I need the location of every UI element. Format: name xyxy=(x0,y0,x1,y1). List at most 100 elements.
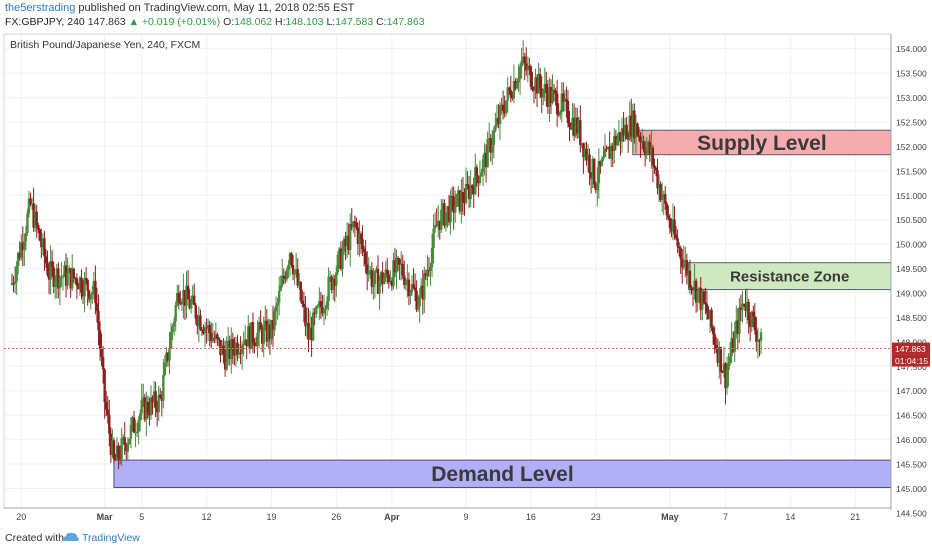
candle-body xyxy=(472,187,475,195)
candle-body xyxy=(376,268,380,294)
candle-body xyxy=(384,269,387,278)
candle-body xyxy=(294,269,298,271)
candle-body xyxy=(103,369,106,403)
candle-body xyxy=(92,280,96,293)
candle-body xyxy=(216,334,219,339)
candle-body xyxy=(704,302,707,305)
candle-body xyxy=(572,117,576,136)
candle-body xyxy=(466,183,469,186)
candle-body xyxy=(508,87,511,91)
candle-body xyxy=(210,333,213,342)
candle-body xyxy=(165,352,168,363)
y-tick-label: 151.000 xyxy=(896,191,927,201)
candle-body xyxy=(197,315,201,327)
candle-body xyxy=(506,87,509,101)
candle-body xyxy=(262,326,265,344)
y-tick-label: 151.500 xyxy=(896,166,927,176)
candle-body xyxy=(574,117,577,136)
author-link[interactable]: the5erstrading xyxy=(5,2,76,14)
candle-body xyxy=(650,147,653,155)
candle-body xyxy=(154,391,157,408)
candle-body xyxy=(89,294,92,300)
candle-body xyxy=(441,203,445,210)
candle-body xyxy=(565,99,568,101)
candle-body xyxy=(705,304,709,313)
candle-body xyxy=(432,228,435,248)
candle-body xyxy=(189,301,193,309)
candle-body xyxy=(183,290,187,306)
candle-body xyxy=(758,340,761,342)
candle-body xyxy=(168,348,171,361)
candle-body xyxy=(324,308,327,310)
candle-body xyxy=(69,268,72,289)
candle-body xyxy=(639,136,642,143)
candle-body xyxy=(375,268,378,271)
candle-body xyxy=(603,148,607,158)
candle-body xyxy=(487,138,491,140)
candle-body xyxy=(738,307,741,335)
chart-area[interactable]: Supply Level Resistance Zone Demand Level … xyxy=(0,30,932,533)
candle-body xyxy=(664,194,667,204)
y-tick-label: 148.500 xyxy=(896,313,927,323)
candle-body xyxy=(81,292,85,297)
candle-body xyxy=(155,407,159,413)
candle-body xyxy=(18,252,21,258)
candle-body xyxy=(250,322,253,349)
candle-body xyxy=(628,115,631,140)
candle-body xyxy=(194,304,197,319)
candle-body xyxy=(474,167,477,195)
candle-body xyxy=(504,100,508,114)
candle-body xyxy=(747,301,750,321)
candle-body xyxy=(586,154,590,161)
candle-body xyxy=(38,229,41,241)
candle-body xyxy=(691,289,695,291)
candle-body xyxy=(728,356,732,364)
candle-body xyxy=(240,345,244,354)
candle-body xyxy=(58,276,62,289)
candle-body xyxy=(367,271,370,275)
candle-body xyxy=(128,438,131,444)
candle-body xyxy=(302,303,306,308)
candle-body xyxy=(301,300,304,304)
candle-body xyxy=(378,280,381,294)
candle-body xyxy=(169,331,173,349)
candle-body xyxy=(443,203,446,226)
candle-body xyxy=(72,268,75,278)
zone-label: Demand Level xyxy=(431,463,573,486)
candle-body xyxy=(172,321,176,327)
candle-body xyxy=(602,157,605,160)
candle-body xyxy=(569,127,573,130)
candle-body xyxy=(369,270,372,272)
candle-body xyxy=(267,324,270,342)
candle-body xyxy=(200,329,204,331)
candle-body xyxy=(559,111,562,115)
candle-body xyxy=(694,280,698,303)
candle-body xyxy=(461,192,465,203)
up-arrow-icon: ▲ xyxy=(128,16,139,28)
candle-body xyxy=(98,329,102,350)
candle-body xyxy=(67,268,71,273)
tradingview-link[interactable]: TradingView xyxy=(82,532,140,544)
candle-body xyxy=(609,145,613,159)
candle-body xyxy=(115,445,119,461)
y-tick-label: 145.000 xyxy=(896,484,927,494)
candle-body xyxy=(105,402,108,410)
candle-body xyxy=(748,320,752,327)
candle-body xyxy=(537,74,540,94)
candle-body xyxy=(634,123,638,139)
countdown-label: 01:04:15 xyxy=(895,356,928,366)
candle-body xyxy=(623,124,627,136)
candle-body xyxy=(517,79,520,83)
candle-body xyxy=(735,320,738,332)
candle-body xyxy=(656,170,659,189)
x-tick-label: 5 xyxy=(139,512,144,522)
candle-body xyxy=(458,190,462,212)
low-label: L: xyxy=(326,16,336,28)
candle-body xyxy=(620,128,624,142)
countdown-badge xyxy=(892,354,930,367)
candle-body xyxy=(298,281,301,286)
candle-body xyxy=(315,306,318,315)
candle-body xyxy=(101,356,105,370)
candle-body xyxy=(753,316,757,331)
